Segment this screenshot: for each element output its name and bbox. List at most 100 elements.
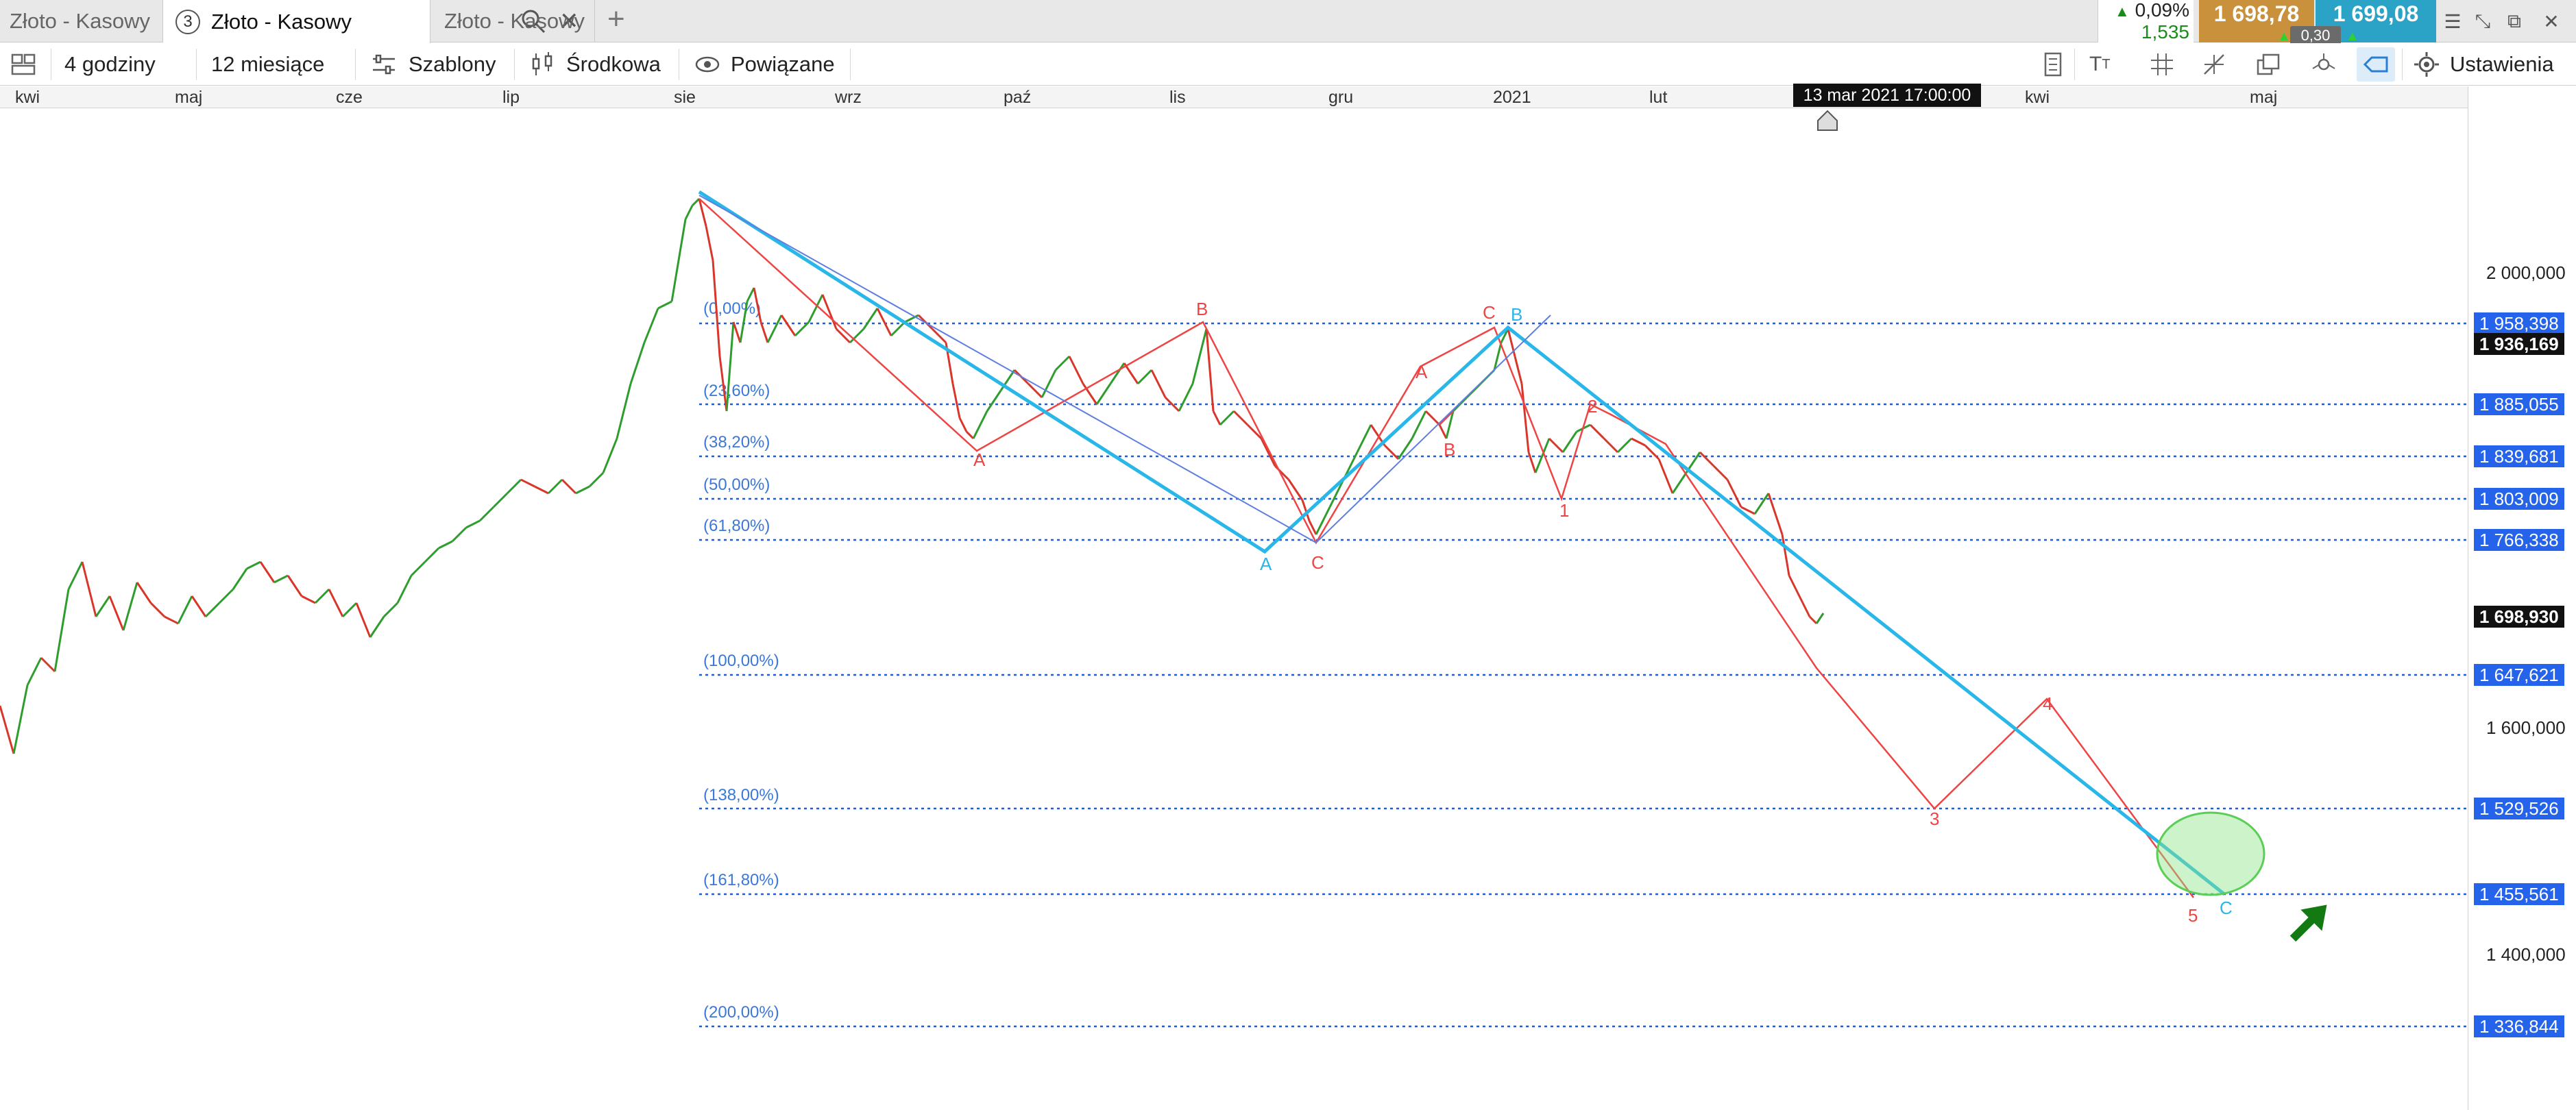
price-segment [1041, 369, 1057, 398]
price-type-label: Środkowa [566, 52, 661, 76]
related-button[interactable]: Powiązane [731, 43, 835, 86]
price-chart[interactable]: (0,00%) (23,60%) (38,20%) (50,00%) (61,8… [0, 108, 2468, 1110]
price-segment [149, 602, 166, 618]
fib-label: (100,00%) [703, 652, 779, 670]
search-icon[interactable] [520, 8, 547, 35]
price-segment [1219, 410, 1235, 426]
price-segment [862, 308, 879, 330]
wave-label: C [1483, 302, 1496, 323]
quote-change: ▲ 0,09% 1,535 [2098, 0, 2194, 42]
price-segment [1788, 575, 1797, 590]
target-zone[interactable] [2156, 811, 2265, 896]
price-segment [328, 589, 344, 617]
price-segment [355, 602, 372, 638]
templates-button[interactable]: Szablony [409, 43, 496, 86]
wave-label: 2 [1588, 396, 1597, 417]
gear-icon [2414, 52, 2439, 77]
sell-price-button[interactable]: 1 698,78 [2199, 0, 2314, 42]
interval-label: 4 godziny [64, 52, 156, 76]
month-label: maj [2250, 88, 2278, 107]
price-segment [1514, 356, 1523, 384]
fib-label: (61,80%) [703, 517, 770, 535]
change-absolute: 1,535 [2141, 21, 2189, 42]
close-icon[interactable]: ✕ [559, 8, 579, 34]
wave-label: A [1415, 362, 1428, 382]
fib-label: (161,80%) [703, 871, 779, 889]
price-segment [1438, 424, 1448, 439]
layers-icon[interactable] [2255, 51, 2283, 78]
tab-label: Złoto - Kasowy [211, 9, 352, 34]
grid-icon[interactable] [2148, 51, 2176, 78]
price-segment [849, 328, 865, 344]
price-segment [643, 308, 659, 343]
fib-price-tag: 1 647,621 [2474, 664, 2564, 686]
price-segment [1520, 383, 1530, 453]
price-segment [382, 602, 399, 618]
wave-label: 5 [2188, 905, 2198, 926]
price-segment [177, 595, 193, 624]
drawing-tools-icon[interactable] [2200, 51, 2228, 78]
fib-label: (38,20%) [703, 433, 770, 452]
month-label: lip [502, 88, 520, 107]
price-tag-toggle[interactable] [2357, 47, 2395, 82]
settings-label: Ustawienia [2450, 52, 2554, 76]
add-tab-icon[interactable]: + [607, 2, 625, 36]
price-segment [1534, 438, 1551, 473]
fib-price-tag: 1 958,398 [2474, 312, 2564, 334]
price-segment [1616, 437, 1633, 454]
tab-zloto-1[interactable]: Złoto - Kasowy [0, 0, 163, 42]
tab-zloto-active[interactable]: 3 Złoto - Kasowy ✕ [163, 0, 579, 43]
fib-label: (23,60%) [703, 382, 770, 400]
cyan-wave-channel[interactable] [698, 190, 2226, 896]
month-label: wrz [835, 88, 862, 107]
price-segment [1137, 369, 1153, 385]
price-segment [753, 287, 762, 323]
price-segment [1699, 451, 1715, 467]
close-window-icon[interactable]: ✕ [2543, 10, 2560, 32]
candle-segments [0, 197, 1825, 754]
price-segment [396, 575, 413, 604]
price-segment [1712, 465, 1729, 481]
price-segment [204, 602, 221, 618]
fib-price-tag: 1 455,561 [2474, 883, 2564, 905]
price-axis[interactable]: 2 000,000 1 958,398 1 936,169 1 885,055 … [2468, 86, 2576, 1110]
price-segment [341, 602, 358, 618]
time-cursor-marker[interactable] [1817, 110, 1838, 131]
price-segment [122, 582, 138, 631]
minimize-icon[interactable]: ⤡ [2475, 10, 2491, 32]
price-segment [53, 589, 70, 672]
price-segment [1603, 437, 1619, 454]
price-segment [575, 485, 590, 495]
price-segment [1815, 613, 1825, 624]
fib-label: (138,00%) [703, 786, 779, 804]
settings-button[interactable]: Ustawienia [2450, 43, 2554, 86]
red-wave-structure[interactable] [698, 198, 2195, 898]
menu-icon[interactable]: ☰ [2444, 10, 2462, 32]
tag-icon [2363, 56, 2388, 73]
price-type-select[interactable]: Środkowa [566, 43, 661, 86]
price-segment [1109, 362, 1126, 384]
chart-toolbar: 4 godziny 12 miesiące Szablony Środkowa … [0, 43, 2576, 86]
interval-select[interactable]: 4 godziny [64, 43, 156, 86]
price-segment [718, 356, 728, 412]
price-segment [1301, 500, 1311, 521]
popout-icon[interactable]: ⧉ [2507, 10, 2521, 32]
fibonacci-levels[interactable] [699, 322, 2468, 1028]
price-segment [1631, 437, 1646, 447]
related-label: Powiązane [731, 52, 835, 76]
list-icon[interactable] [2040, 51, 2067, 78]
price-segment [1781, 534, 1790, 576]
price-segment [478, 506, 495, 522]
crosshair-icon[interactable] [2310, 51, 2337, 78]
price-segment [1657, 458, 1674, 494]
price-segment [1808, 615, 1818, 625]
price-segment [766, 314, 783, 343]
price-tick: 1 600,000 [2486, 717, 2566, 738]
layout-icon[interactable] [10, 51, 37, 78]
range-select[interactable]: 12 miesiące [211, 43, 324, 86]
wave-label: B [1511, 304, 1522, 325]
wave-label: 4 [2043, 693, 2052, 714]
up-triangle-icon: ▲ [2277, 29, 2291, 44]
tab-zloto-3[interactable]: Złoto - Kasowy [430, 0, 595, 42]
